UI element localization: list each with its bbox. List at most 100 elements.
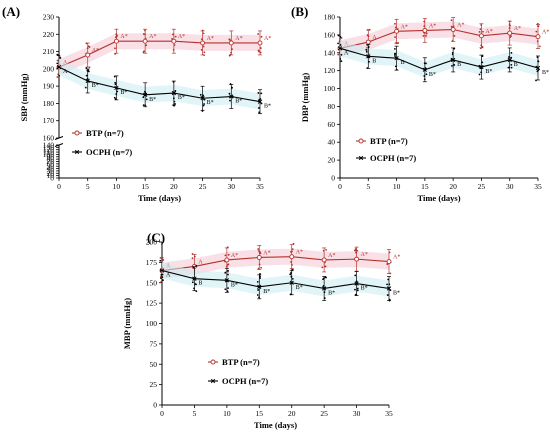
x-tick-label: 25 [199, 182, 207, 191]
individual-point [366, 44, 369, 47]
individual-point [159, 277, 162, 279]
individual-point [227, 273, 229, 276]
x-tick-label: 10 [393, 182, 401, 191]
panel-label: (A) [2, 4, 20, 19]
series-error-band [340, 40, 538, 78]
series-marker [394, 28, 400, 34]
y-tick-label: 130 [43, 143, 55, 152]
y-tick-label: 190 [43, 82, 55, 91]
series-marker [56, 64, 62, 70]
x-tick-label: 25 [478, 182, 486, 191]
series-error-band [59, 33, 260, 76]
individual-point [114, 98, 117, 100]
individual-point [365, 49, 368, 51]
significance-label: A* [328, 253, 335, 259]
y-tick-label: 230 [43, 13, 55, 22]
individual-point [88, 66, 91, 69]
individual-point [224, 271, 227, 274]
individual-point [172, 97, 175, 100]
individual-point [85, 74, 88, 77]
individual-point [115, 33, 118, 36]
significance-label: A [63, 69, 68, 75]
individual-point [425, 34, 427, 37]
x-tick-label: 20 [288, 409, 296, 418]
individual-point [195, 264, 198, 267]
individual-point [226, 290, 229, 293]
x-tick-label: 25 [320, 409, 328, 418]
individual-point [536, 40, 539, 43]
x-axis-title: Time (days) [254, 420, 297, 430]
individual-point [453, 34, 456, 37]
individual-point [355, 247, 357, 250]
individual-point [86, 69, 89, 72]
individual-point [227, 253, 230, 256]
individual-point [58, 54, 60, 57]
significance-label: B* [542, 70, 549, 76]
individual-point [258, 263, 261, 266]
y-tick-label: 40 [328, 138, 336, 147]
individual-point [58, 74, 61, 77]
individual-point [145, 98, 148, 101]
individual-point [356, 287, 359, 290]
y-tick-label: 125 [146, 299, 158, 308]
individual-point [481, 55, 484, 58]
y-tick-label: 120 [324, 66, 336, 75]
individual-point [356, 249, 359, 252]
y-tick-label: 160 [43, 134, 55, 143]
legend-marker [74, 149, 80, 155]
significance-label: A* [264, 36, 271, 42]
significance-label: B* [263, 289, 270, 295]
individual-point [508, 27, 511, 30]
legend-label: BTP (n=7) [222, 357, 260, 367]
individual-point [56, 59, 59, 62]
individual-point [257, 250, 260, 252]
individual-point [259, 273, 261, 275]
individual-point [86, 47, 89, 50]
series-marker [366, 54, 371, 59]
individual-point [386, 263, 389, 266]
significance-label: B* [231, 282, 238, 288]
individual-point [142, 96, 145, 99]
significance-label: B* [328, 290, 335, 296]
significance-label: A* [296, 250, 303, 256]
series-marker [479, 64, 484, 70]
individual-point [193, 255, 196, 258]
individual-point [322, 285, 325, 287]
individual-point [256, 281, 259, 283]
x-tick-label: 0 [338, 182, 342, 191]
individual-point [231, 48, 233, 50]
individual-point [394, 22, 396, 25]
legend-marker [358, 155, 364, 161]
individual-point [510, 66, 513, 69]
significance-label: A [198, 259, 203, 265]
series-marker [257, 40, 263, 46]
individual-point [114, 83, 117, 86]
x-tick-label: 35 [256, 182, 264, 191]
individual-point [451, 51, 454, 54]
x-tick-label: 5 [366, 182, 370, 191]
individual-point [199, 93, 202, 96]
individual-point [536, 70, 539, 73]
individual-point [291, 263, 293, 266]
individual-point [225, 265, 228, 268]
x-tick-label: 5 [193, 409, 197, 418]
individual-point [193, 287, 195, 290]
individual-point [339, 36, 342, 38]
individual-point [340, 37, 343, 39]
series-marker [200, 96, 205, 101]
individual-point [509, 36, 511, 39]
individual-point [388, 251, 391, 254]
series-marker [228, 40, 234, 46]
x-tick-label: 15 [421, 182, 429, 191]
series-marker [507, 30, 513, 36]
individual-point [538, 45, 541, 48]
individual-point [142, 33, 145, 35]
individual-point [355, 280, 358, 283]
series-marker [386, 286, 392, 291]
panel-b-chart: (B) 0 20 40 60 80 100 120 140 160 180 0 5 10 15 20 25 30 3… [291, 4, 549, 203]
series-marker [114, 85, 119, 91]
x-tick-label: 0 [57, 182, 61, 191]
series-marker [450, 27, 456, 32]
individual-point [258, 111, 261, 114]
individual-point [451, 64, 453, 67]
